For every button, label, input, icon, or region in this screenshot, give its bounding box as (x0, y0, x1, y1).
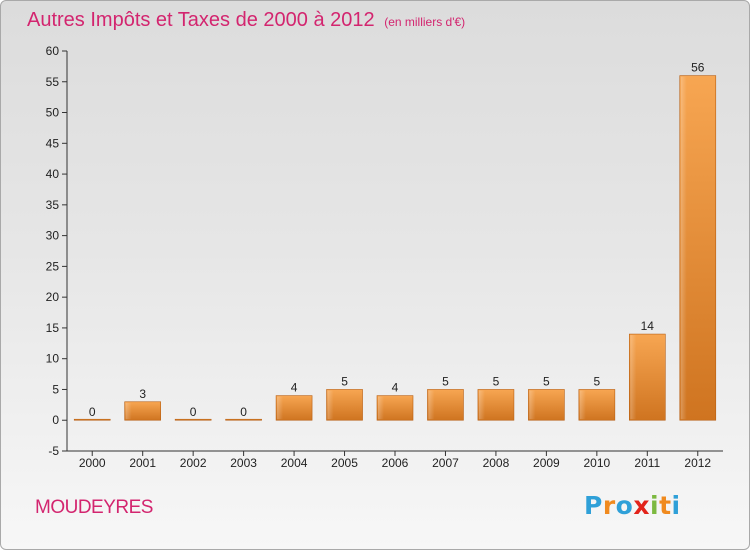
bar (73, 418, 111, 421)
y-tick-label: 0 (52, 413, 59, 427)
y-tick-label: 50 (46, 106, 60, 120)
bar-value-label: 56 (691, 61, 705, 75)
bar-highlight (378, 396, 384, 420)
bar-value-label: 5 (543, 374, 550, 388)
logo-letter: P (584, 491, 603, 520)
x-tick-label: 2010 (583, 456, 610, 470)
bar (174, 418, 212, 421)
x-tick-label: 2009 (533, 456, 560, 470)
bar-value-label: 14 (641, 319, 655, 333)
x-tick-label: 2011 (634, 456, 660, 470)
chart-subtitle: (en milliers d'€) (384, 15, 466, 29)
logo-letter: r (602, 491, 616, 520)
x-tick-label: 2005 (331, 456, 358, 470)
bar-highlight (630, 335, 637, 420)
y-tick-label: 5 (52, 382, 59, 396)
bar-value-label: 5 (442, 374, 449, 388)
y-tick-label: 55 (46, 75, 60, 89)
chart-title: Autres Impôts et Taxes de 2000 à 2012 (e… (27, 9, 465, 32)
x-tick-label: 2008 (483, 456, 510, 470)
y-tick-label: -5 (48, 444, 59, 458)
y-tick-label: 25 (46, 259, 60, 273)
y-tick-label: 40 (46, 167, 60, 181)
bar-value-label: 3 (139, 387, 146, 401)
bar-value-label: 4 (392, 381, 399, 395)
proxiti-logo: Proxiti (584, 491, 681, 520)
x-tick-label: 2012 (684, 456, 711, 470)
chart-title-text: Autres Impôts et Taxes de 2000 à 2012 (27, 9, 375, 31)
bar-highlight (478, 390, 485, 420)
bar (225, 418, 262, 421)
y-tick-label: 10 (46, 352, 60, 366)
y-tick-label: 20 (46, 290, 60, 304)
bar-highlight (529, 390, 536, 420)
bar-value-label: 0 (190, 405, 197, 419)
bar-value-label: 0 (240, 405, 247, 419)
x-tick-label: 2001 (129, 456, 156, 470)
y-tick-label: 15 (46, 321, 60, 335)
commune-name: MOUDEYRES (35, 497, 153, 518)
bar-value-label: 5 (341, 374, 348, 388)
bar-highlight (327, 390, 334, 420)
y-tick-label: 60 (46, 44, 60, 58)
bar-value-label: 5 (594, 374, 601, 388)
bar-value-label: 0 (89, 405, 96, 419)
y-tick-label: 30 (46, 229, 60, 243)
bar-value-label: 4 (291, 381, 298, 395)
x-tick-label: 2000 (79, 456, 106, 470)
x-tick-label: 2002 (180, 456, 207, 470)
logo-letter: x (633, 491, 650, 520)
bar-highlight (680, 76, 687, 420)
bar-highlight (125, 402, 132, 420)
y-tick-label: 45 (46, 136, 60, 150)
x-tick-label: 2004 (281, 456, 308, 470)
x-tick-label: 2003 (230, 456, 257, 470)
y-tick-label: 35 (46, 198, 60, 212)
logo-letter: i (671, 491, 681, 520)
bar-highlight (428, 390, 435, 420)
bar (124, 401, 161, 421)
logo-letter: i (650, 491, 660, 520)
logo-letter: t (659, 491, 672, 520)
bar-highlight (277, 396, 284, 420)
x-tick-label: 2006 (382, 456, 409, 470)
bar-highlight (579, 390, 586, 420)
logo-letter: o (615, 491, 634, 520)
x-tick-label: 2007 (432, 456, 459, 470)
bar-value-label: 5 (493, 374, 500, 388)
